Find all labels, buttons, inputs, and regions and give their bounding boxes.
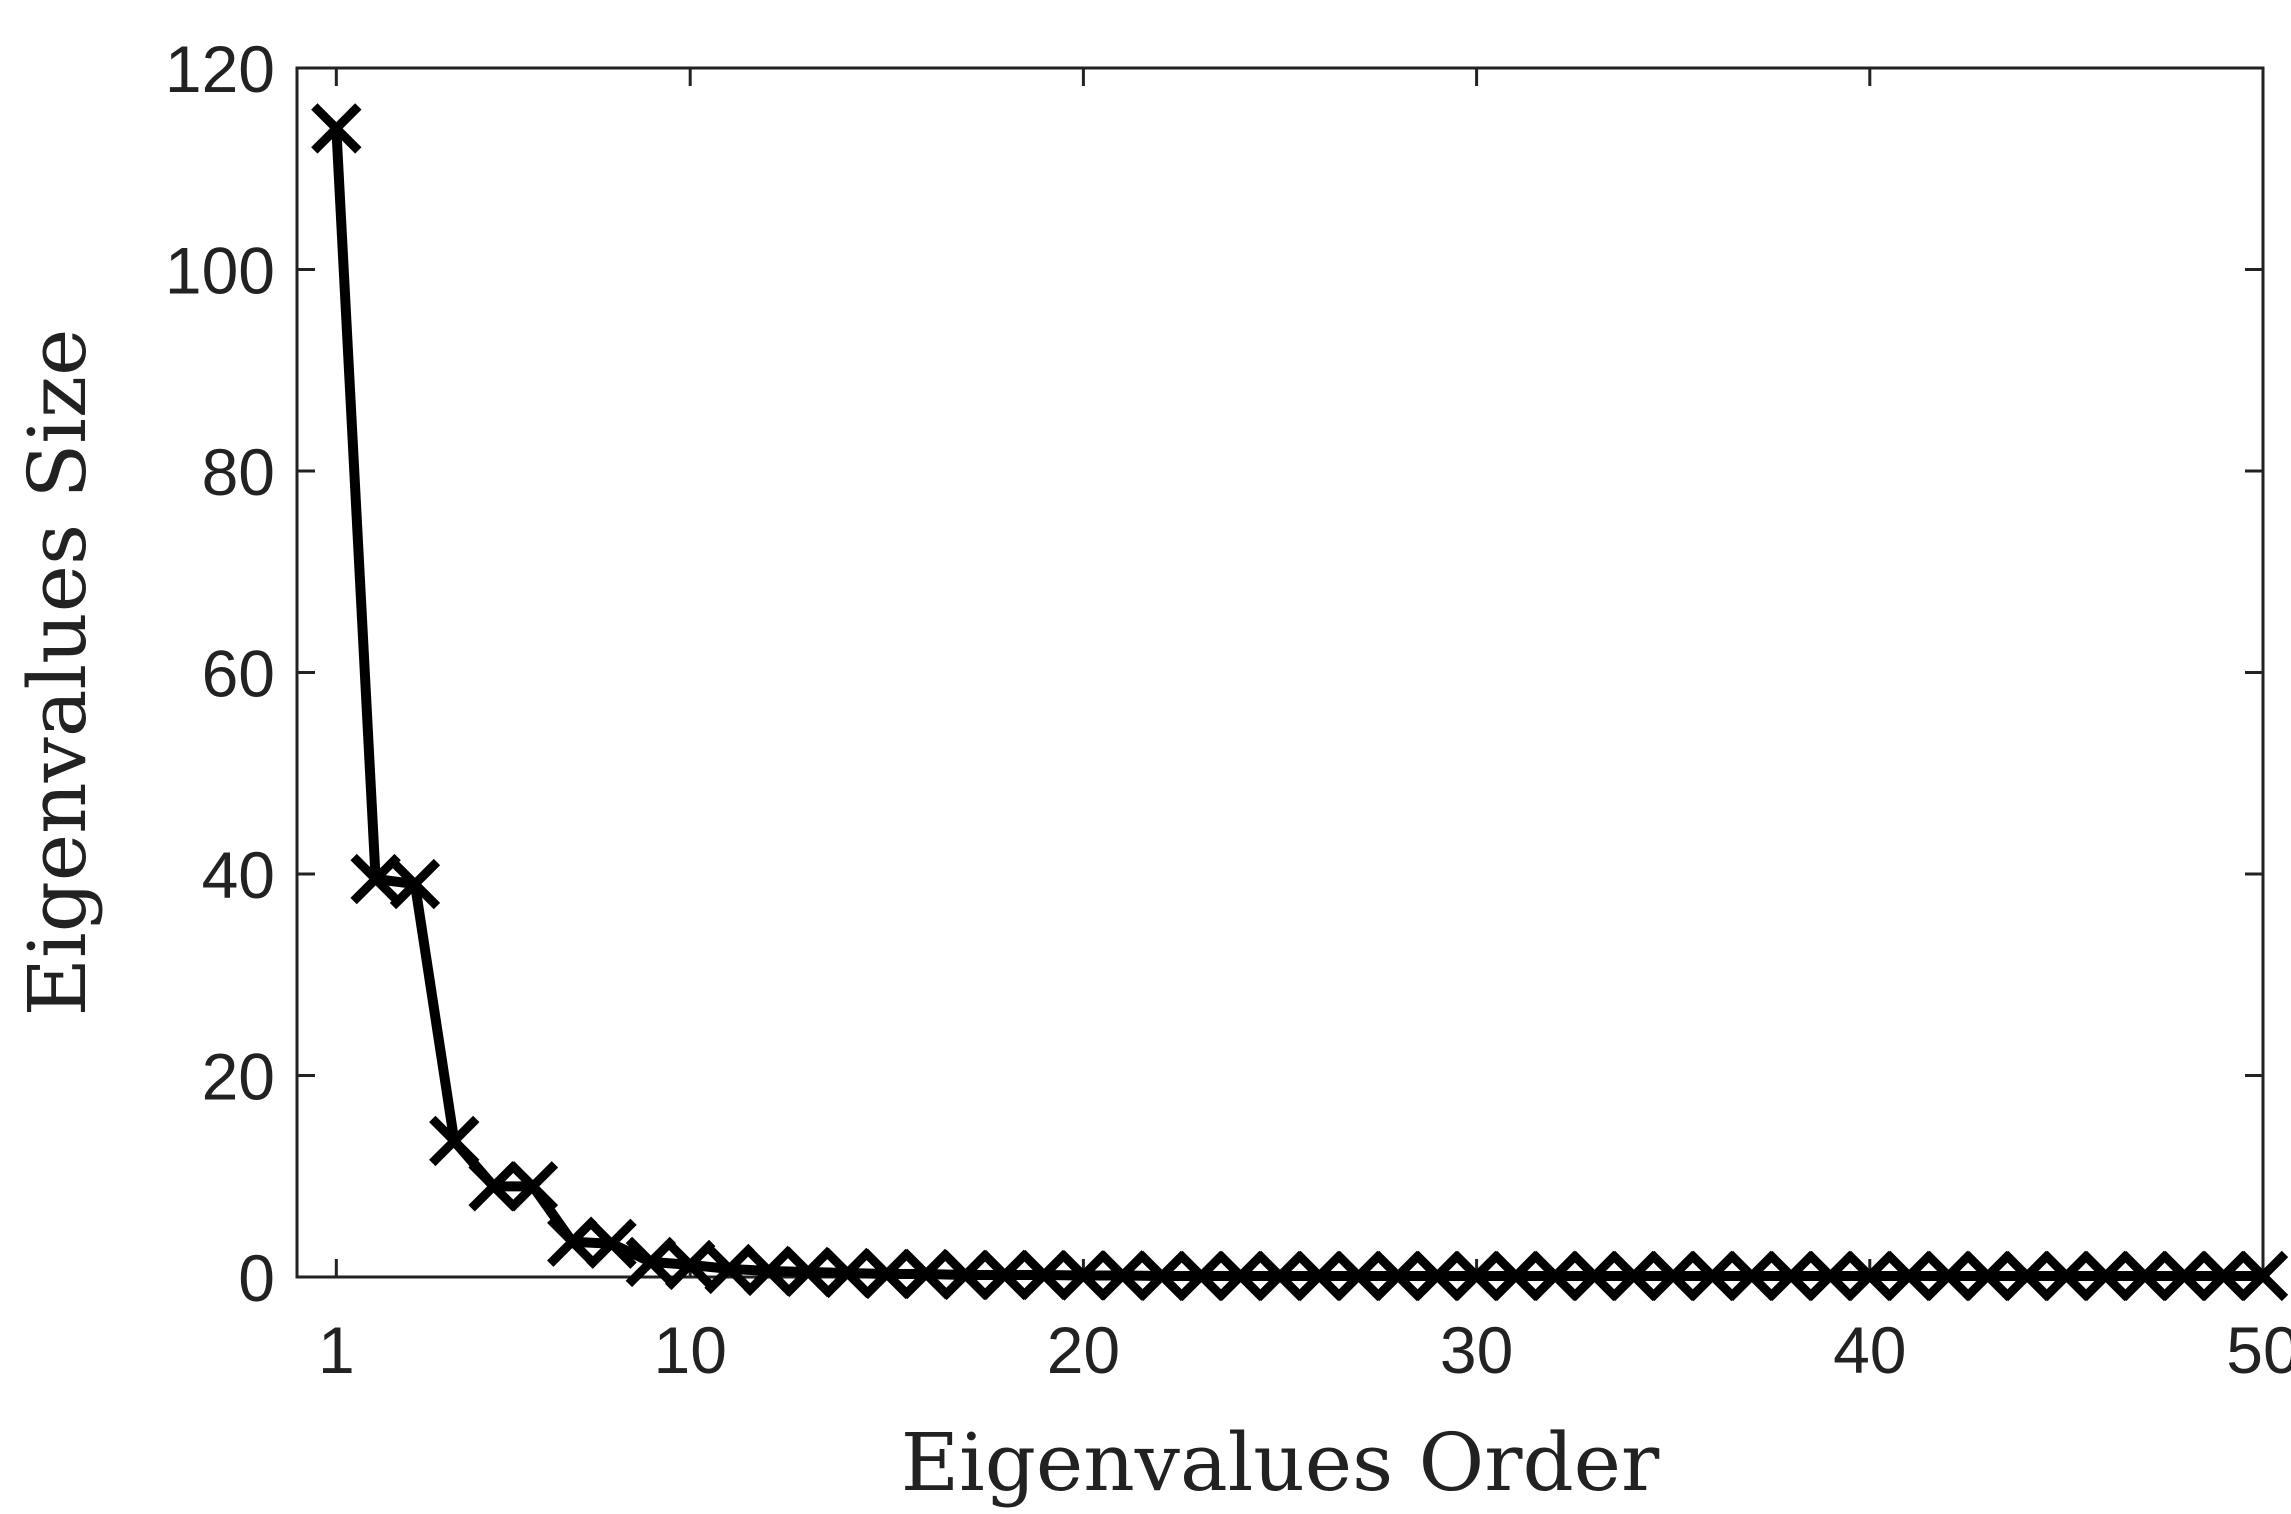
data-point-marker	[1215, 1250, 1266, 1302]
data-point-marker	[1097, 1250, 1148, 1301]
data-point-marker	[1333, 1250, 1384, 1302]
series-line-group	[331, 128, 2263, 1281]
x-tick-label: 50	[2226, 1313, 2291, 1387]
data-point-marker	[979, 1249, 1030, 1301]
y-tick-label: 60	[202, 637, 275, 711]
data-point-marker	[2237, 1250, 2289, 1302]
data-point-marker	[311, 103, 362, 154]
data-point-marker	[743, 1245, 795, 1297]
y-tick-label: 100	[165, 234, 275, 308]
data-point-marker	[1648, 1250, 1699, 1302]
data-point-marker	[1294, 1250, 1345, 1302]
data-point-marker	[782, 1246, 834, 1298]
x-axis: 1 10 20 30 40 50	[318, 68, 2291, 1387]
data-point-marker	[940, 1249, 991, 1301]
y-tick-label: 40	[202, 838, 275, 912]
data-point-marker	[547, 1216, 598, 1267]
data-point-marker	[1923, 1250, 1974, 1302]
data-point-marker	[1490, 1250, 1542, 1302]
x-tick-label: 1	[318, 1313, 355, 1387]
data-point-marker	[1058, 1250, 1109, 1301]
data-point-marker	[2001, 1250, 2053, 1302]
y-tick-label: 80	[202, 435, 275, 509]
data-point-marker	[861, 1248, 912, 1300]
data-point-marker	[1176, 1250, 1227, 1302]
data-point-marker	[822, 1247, 873, 1299]
data-point-marker	[1805, 1250, 1856, 1302]
x-tick-label: 20	[1047, 1313, 1120, 1387]
data-point-marker	[1726, 1250, 1778, 1302]
data-point-marker	[2119, 1250, 2171, 1302]
data-point-marker	[350, 853, 401, 905]
data-point-marker	[1451, 1250, 1502, 1302]
data-point-marker	[1569, 1250, 1620, 1302]
data-point-marker	[429, 1115, 480, 1167]
data-point-marker	[1372, 1250, 1424, 1302]
data-point-marker	[468, 1161, 519, 1212]
y-tick-label: 20	[202, 1040, 275, 1114]
plot-area-border	[295, 66, 2265, 1279]
data-point-marker	[900, 1248, 952, 1300]
data-point-marker	[389, 858, 441, 910]
x-tick-label: 10	[653, 1313, 726, 1387]
marker-group	[311, 103, 2289, 1302]
y-axis-title: Eigenvalues Size	[11, 329, 104, 1017]
data-point-marker	[1254, 1250, 1306, 1302]
data-point-marker	[1765, 1250, 1817, 1302]
data-point-marker	[1018, 1249, 1070, 1301]
y-tick-label: 120	[165, 32, 275, 106]
data-point-marker	[1412, 1250, 1463, 1302]
data-point-marker	[704, 1243, 755, 1295]
data-point-marker	[2041, 1250, 2092, 1302]
y-axis: 0 20 40 60 80 100 120	[165, 32, 2263, 1315]
data-point-marker	[1530, 1250, 1581, 1302]
data-point-marker	[1844, 1250, 1895, 1302]
data-point-marker	[2080, 1250, 2131, 1302]
x-tick-label: 40	[1833, 1313, 1906, 1387]
y-tick-label: 0	[238, 1241, 275, 1315]
data-point-marker	[2159, 1250, 2210, 1302]
data-point-marker	[1883, 1250, 1935, 1302]
plot-frame	[295, 66, 2265, 1279]
x-tick-label: 30	[1440, 1313, 1513, 1387]
data-point-marker	[1608, 1250, 1660, 1302]
data-point-marker	[1962, 1250, 2013, 1302]
data-point-marker	[1136, 1250, 1188, 1302]
data-point-marker	[625, 1236, 677, 1288]
x-axis-title: Eigenvalues Order	[901, 1416, 1660, 1509]
data-point-marker	[2198, 1250, 2249, 1302]
data-point-marker	[1687, 1250, 1738, 1302]
data-point-marker	[586, 1218, 637, 1269]
series-line	[331, 128, 2263, 1281]
data-point-marker	[507, 1161, 559, 1212]
